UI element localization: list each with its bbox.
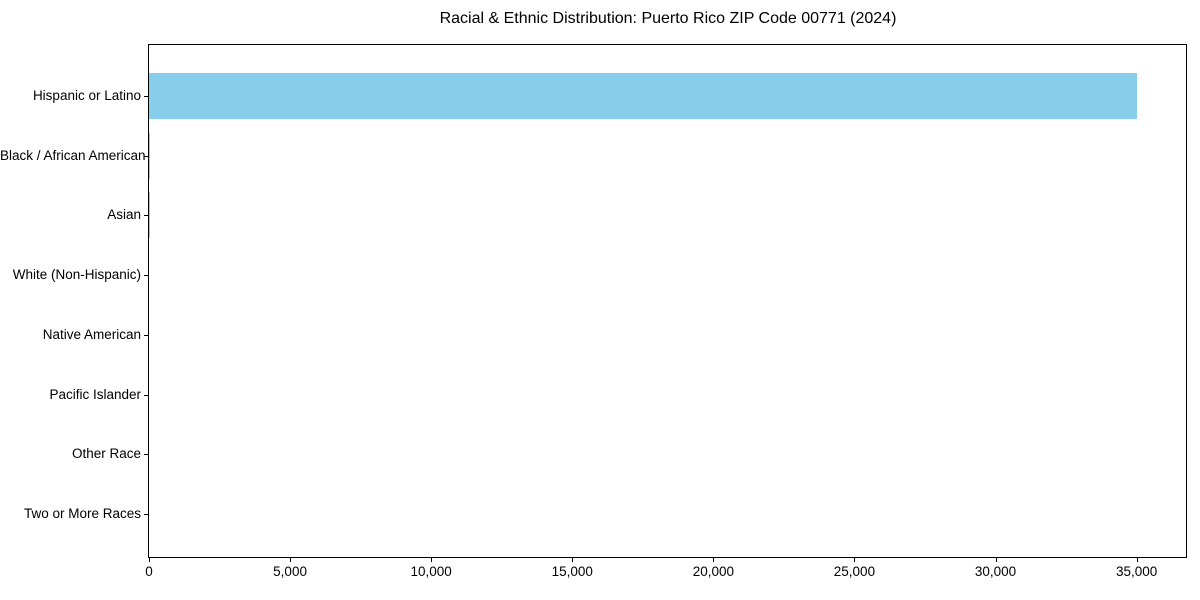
- y-tick-label-two-or-more-races: Two or More Races: [23, 505, 141, 521]
- bar-hispanic-or-latino: [149, 73, 1137, 119]
- y-tick-label-native-american: Native American: [42, 326, 141, 342]
- y-tick-mark: [144, 513, 148, 515]
- x-tick-label: 0: [145, 564, 153, 579]
- y-tick-mark: [144, 215, 148, 217]
- bars-layer: [149, 45, 1186, 557]
- y-tick-label-black-african-american: Black / African American: [0, 147, 146, 163]
- bar-asian: [149, 192, 151, 239]
- x-tick-label: 10,000: [410, 564, 452, 579]
- y-tick-mark: [144, 275, 148, 277]
- x-tick-mark: [149, 558, 150, 562]
- x-tick-mark: [290, 558, 292, 562]
- x-tick-label: 30,000: [974, 564, 1017, 579]
- x-tick-mark: [572, 558, 574, 562]
- x-tick-label: 35,000: [1115, 564, 1158, 579]
- bar-black-african-american: [149, 132, 151, 179]
- x-tick-label: 5,000: [273, 564, 307, 579]
- y-tick-mark: [144, 454, 148, 456]
- y-tick-mark: [144, 394, 148, 396]
- y-tick-mark: [144, 96, 148, 97]
- y-tick-mark: [144, 334, 148, 336]
- x-tick-mark: [1136, 558, 1138, 562]
- x-tick-label: 20,000: [692, 564, 734, 579]
- x-tick-mark: [854, 558, 856, 562]
- plot-area: [148, 44, 1187, 558]
- x-tick-label: 25,000: [833, 564, 876, 579]
- x-tick-mark: [431, 558, 433, 562]
- y-tick-mark: [144, 155, 148, 157]
- y-tick-label-other-race: Other Race: [71, 446, 141, 462]
- x-tick-label: 15,000: [551, 564, 593, 579]
- chart-title: Racial & Ethnic Distribution: Puerto Ric…: [439, 10, 897, 27]
- y-tick-label-hispanic-or-latino: Hispanic or Latino: [32, 88, 141, 103]
- y-tick-label-asian: Asian: [107, 207, 141, 223]
- y-tick-label-pacific-islander: Pacific Islander: [49, 386, 141, 402]
- y-tick-label-white-non-hispanic: White (Non-Hispanic): [12, 267, 141, 283]
- x-tick-mark: [995, 558, 997, 562]
- x-tick-mark: [713, 558, 715, 562]
